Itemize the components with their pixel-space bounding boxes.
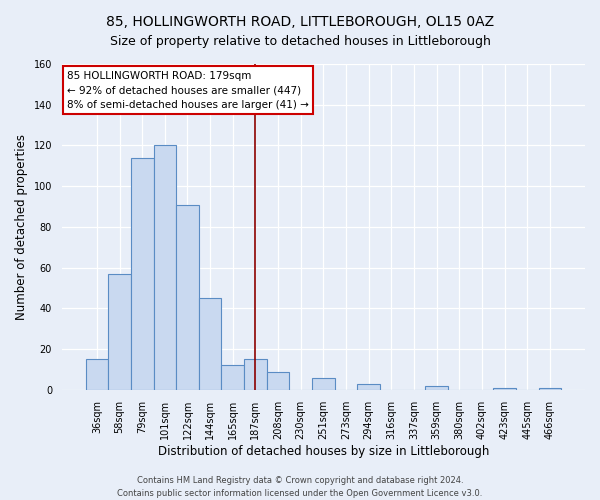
- Bar: [312, 378, 335, 390]
- X-axis label: Distribution of detached houses by size in Littleborough: Distribution of detached houses by size …: [158, 444, 489, 458]
- Bar: [86, 360, 108, 390]
- Text: Size of property relative to detached houses in Littleborough: Size of property relative to detached ho…: [110, 35, 490, 48]
- Bar: [244, 360, 267, 390]
- Bar: [221, 366, 244, 390]
- Bar: [131, 158, 154, 390]
- Bar: [176, 204, 199, 390]
- Text: 85 HOLLINGWORTH ROAD: 179sqm
← 92% of detached houses are smaller (447)
8% of se: 85 HOLLINGWORTH ROAD: 179sqm ← 92% of de…: [67, 70, 309, 110]
- Bar: [539, 388, 561, 390]
- Bar: [199, 298, 221, 390]
- Text: 85, HOLLINGWORTH ROAD, LITTLEBOROUGH, OL15 0AZ: 85, HOLLINGWORTH ROAD, LITTLEBOROUGH, OL…: [106, 15, 494, 29]
- Y-axis label: Number of detached properties: Number of detached properties: [15, 134, 28, 320]
- Bar: [154, 146, 176, 390]
- Bar: [108, 274, 131, 390]
- Bar: [358, 384, 380, 390]
- Bar: [493, 388, 516, 390]
- Bar: [425, 386, 448, 390]
- Bar: [267, 372, 289, 390]
- Text: Contains HM Land Registry data © Crown copyright and database right 2024.
Contai: Contains HM Land Registry data © Crown c…: [118, 476, 482, 498]
